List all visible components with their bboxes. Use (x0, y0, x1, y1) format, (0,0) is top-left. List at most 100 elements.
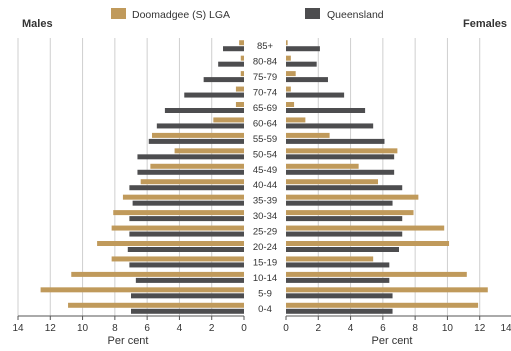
x-tick-label-right: 12 (474, 323, 486, 334)
bar-male-doomadgee (71, 271, 245, 277)
x-tick-label-left: 4 (177, 323, 183, 334)
bar-female-doomadgee (286, 163, 359, 169)
bar-male-doomadgee (174, 148, 244, 154)
bar-male-queensland (164, 108, 244, 113)
bar-male-queensland (148, 138, 244, 144)
bar-male-queensland (129, 262, 244, 268)
bar-female-queensland (286, 92, 345, 98)
bar-male-doomadgee (239, 40, 244, 46)
bar-female-queensland (286, 108, 366, 113)
bar-female-doomadgee (286, 241, 450, 246)
bar-male-doomadgee (240, 55, 244, 61)
bar-male-queensland (129, 185, 244, 191)
bar-male-doomadgee (240, 71, 244, 77)
bar-female-queensland (286, 169, 395, 175)
bar-female-doomadgee (286, 179, 379, 185)
age-group-label: 5-9 (258, 288, 272, 299)
bar-female-queensland (286, 77, 328, 83)
age-group-label: 30-34 (253, 211, 277, 222)
legend-label-doomadgee: Doomadgee (S) LGA (132, 9, 230, 21)
bar-female-queensland (286, 185, 403, 191)
x-tick-label-left: 2 (209, 323, 215, 334)
legend-swatch-doomadgee (111, 8, 126, 19)
bar-female-doomadgee (286, 271, 467, 277)
bar-female-queensland (286, 61, 317, 67)
bar-female-doomadgee (286, 148, 398, 154)
bar-female-doomadgee (286, 71, 296, 77)
x-tick-label-right: 10 (442, 323, 454, 334)
bar-male-queensland (131, 293, 244, 299)
bar-male-doomadgee (68, 302, 245, 308)
bar-female-queensland (286, 138, 385, 144)
bar-male-doomadgee (113, 210, 244, 216)
bar-female-doomadgee (286, 210, 414, 216)
bar-female-queensland (286, 262, 390, 268)
bar-female-doomadgee (286, 287, 488, 293)
bar-male-queensland (184, 92, 244, 98)
bar-female-queensland (286, 46, 320, 52)
grid (17, 38, 481, 316)
bar-male-doomadgee (111, 256, 244, 262)
age-group-label: 70-74 (253, 88, 277, 99)
age-group-label: 25-29 (253, 227, 277, 238)
bar-male-queensland (131, 308, 244, 314)
age-group-label: 35-39 (253, 196, 277, 207)
age-group-label: 75-79 (253, 72, 277, 83)
bar-male-queensland (135, 277, 244, 283)
bars (40, 40, 488, 314)
bar-female-queensland (286, 123, 374, 129)
bar-male-queensland (203, 77, 244, 83)
bar-female-doomadgee (286, 117, 306, 123)
bar-female-doomadgee (286, 102, 295, 107)
bar-male-queensland (137, 169, 244, 175)
x-tick-label-right: 6 (380, 323, 386, 334)
bar-male-doomadgee (235, 86, 244, 92)
age-group-label: 55-59 (253, 134, 277, 145)
bar-male-queensland (129, 216, 244, 222)
bar-female-doomadgee (286, 302, 479, 308)
x-axis-label-females: Per cent (372, 335, 413, 347)
bar-female-doomadgee (286, 132, 330, 138)
age-group-label: 15-19 (253, 257, 277, 268)
bar-female-queensland (286, 231, 403, 237)
bar-male-doomadgee (111, 225, 244, 231)
bar-male-queensland (223, 46, 244, 52)
age-group-label: 45-49 (253, 165, 277, 176)
x-tick-label-left: 0 (241, 323, 247, 334)
bar-female-doomadgee (286, 256, 374, 262)
bar-female-doomadgee (286, 194, 419, 200)
bar-male-queensland (137, 154, 244, 160)
bar-male-doomadgee (150, 163, 244, 169)
bar-female-doomadgee (286, 225, 445, 231)
bar-male-doomadgee (140, 179, 244, 185)
bar-female-queensland (286, 277, 390, 283)
age-group-label: 65-69 (253, 103, 277, 114)
x-tick-label-right: 14 (500, 323, 511, 334)
bar-female-queensland (286, 154, 395, 160)
bar-female-queensland (286, 200, 393, 206)
bar-male-doomadgee (97, 241, 244, 246)
bar-female-queensland (286, 216, 403, 222)
age-group-label: 0-4 (258, 304, 272, 315)
bar-female-queensland (286, 308, 393, 314)
bar-female-queensland (286, 247, 399, 252)
bar-male-queensland (132, 200, 244, 206)
bar-male-doomadgee (235, 102, 244, 107)
age-group-label: 20-24 (253, 242, 277, 253)
bar-male-queensland (127, 247, 244, 252)
x-tick-label-right: 8 (412, 323, 418, 334)
x-tick-label-right: 2 (316, 323, 322, 334)
age-group-label: 50-54 (253, 149, 277, 160)
bar-male-queensland (218, 61, 244, 67)
legend: Doomadgee (S) LGA Queensland (111, 8, 384, 21)
bar-male-doomadgee (122, 194, 244, 200)
age-group-label: 80-84 (253, 57, 277, 68)
females-title: Females (463, 18, 507, 30)
age-labels: 85+ 80-84 75-79 70-74 65-69 60-64 55-59 50-54 45… (253, 41, 277, 315)
x-tick-label-right: 4 (348, 323, 354, 334)
x-tick-label-left: 10 (77, 323, 89, 334)
bar-male-doomadgee (40, 287, 244, 293)
x-tick-label-right: 0 (283, 323, 289, 334)
males-title: Males (22, 18, 53, 30)
